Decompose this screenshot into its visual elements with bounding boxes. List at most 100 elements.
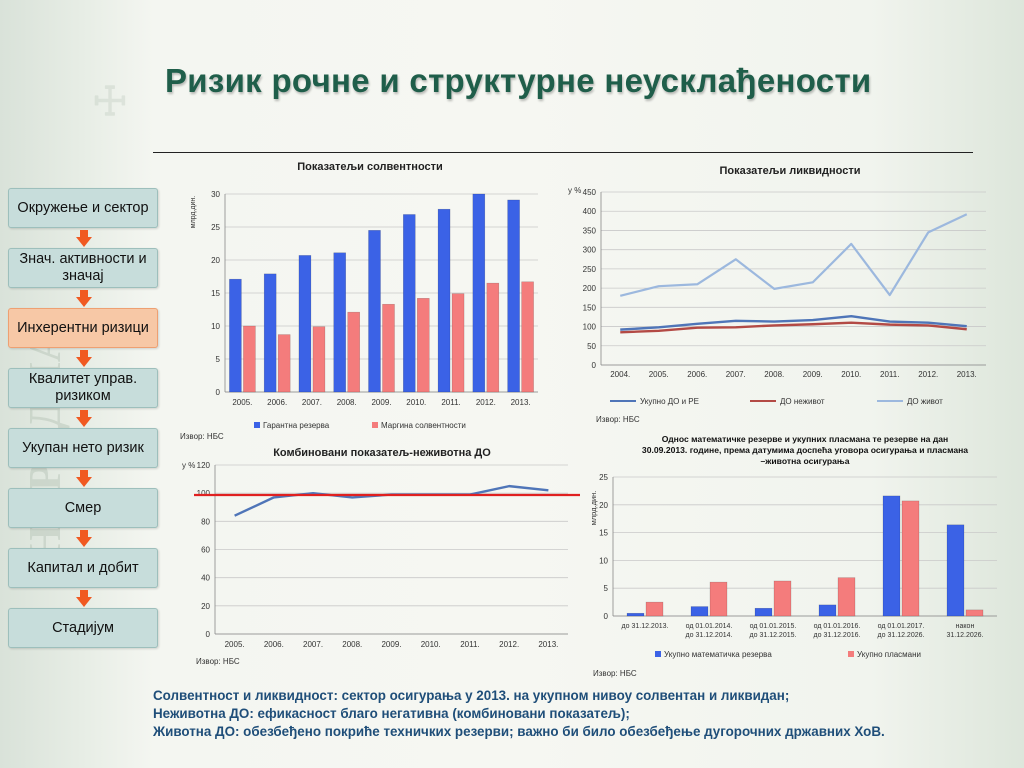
x-tick-label: 2006. xyxy=(264,640,284,649)
y-tick-label: 250 xyxy=(583,265,597,274)
nav-flow-arrow-icon xyxy=(76,470,92,487)
x-tick-label: 2005. xyxy=(232,398,252,407)
bar xyxy=(773,580,792,617)
bar xyxy=(837,577,856,617)
bar xyxy=(403,214,416,393)
y-tick-label: 20 xyxy=(599,501,608,510)
x-tick-label: 2006. xyxy=(267,398,287,407)
x-tick-label: 2011. xyxy=(880,370,899,379)
x-tick-label: након xyxy=(956,623,975,630)
y-tick-label: 300 xyxy=(583,246,597,255)
legend-label: ДО живот xyxy=(907,397,943,406)
nav-item-1[interactable]: Окружење и сектор xyxy=(8,188,158,228)
nav-item-4[interactable]: Квалитет управ. ризиком xyxy=(8,368,158,408)
chart-title-line: –животна осигурања xyxy=(761,456,850,466)
bar xyxy=(645,601,664,617)
series-line xyxy=(234,484,549,517)
y-tick-label: 5 xyxy=(604,584,609,593)
solvency-chart: Показатељи солвентности млрд.дин. 0 5 10 15 20… xyxy=(180,161,538,441)
series-line xyxy=(619,213,968,297)
legend-swatch xyxy=(848,651,854,657)
bar xyxy=(229,278,242,393)
summary-line-solvency: Солвентност и ликвидност: сектор осигура… xyxy=(153,688,790,703)
bar xyxy=(626,612,645,617)
bar xyxy=(486,282,500,393)
y-tick-label: 80 xyxy=(201,517,210,526)
x-tick-label: 2011. xyxy=(441,398,460,407)
x-tick-label: 2005. xyxy=(649,370,669,379)
bar xyxy=(368,230,381,393)
x-tick-label: 2012. xyxy=(499,640,519,649)
bar xyxy=(754,607,773,617)
bar xyxy=(417,298,430,393)
x-tick-label: 2013. xyxy=(957,370,977,379)
y-tick-label: 150 xyxy=(583,303,597,312)
x-tick-label: 2009. xyxy=(381,640,401,649)
y-tick-label: 25 xyxy=(599,473,608,482)
nav-item-7[interactable]: Капитал и добит xyxy=(8,548,158,588)
y-tick-label: 100 xyxy=(583,323,597,332)
x-tick-label: 2004. xyxy=(610,370,630,379)
x-tick-label: 2013. xyxy=(511,398,531,407)
nav-item-5[interactable]: Укупан нето ризик xyxy=(8,428,158,468)
y-tick-label: 400 xyxy=(583,207,597,216)
series-line xyxy=(620,321,967,334)
bar xyxy=(901,500,920,617)
x-tick-label: до 31.12.2015. xyxy=(750,632,797,639)
nav-flow-arrow-icon xyxy=(76,530,92,547)
bar xyxy=(277,334,291,393)
bar xyxy=(709,581,728,617)
summary-line-life: Животна ДО: обезбеђено покриће техничких… xyxy=(153,724,885,739)
title-divider xyxy=(153,152,973,153)
legend-swatch xyxy=(655,651,661,657)
y-tick-label: 0 xyxy=(592,361,597,370)
y-axis-label: у % xyxy=(182,461,195,470)
nav-item-6[interactable]: Смер xyxy=(8,488,158,528)
y-axis-label: у % xyxy=(568,186,581,195)
nav-item-2[interactable]: Знач. активности и значај xyxy=(8,248,158,288)
y-tick-label: 15 xyxy=(599,529,608,538)
nav-flow-arrow-icon xyxy=(76,350,92,367)
bar xyxy=(437,208,451,393)
x-tick-label: 2011. xyxy=(460,640,479,649)
bar xyxy=(882,495,901,617)
y-tick-label: 10 xyxy=(211,322,220,331)
legend-label: Укупно математичка резерва xyxy=(664,650,772,659)
x-tick-label: од 01.01.2014. xyxy=(686,623,733,630)
y-tick-label: 15 xyxy=(211,289,220,298)
y-tick-label: 50 xyxy=(587,342,596,351)
legend-label: Укупно пласмани xyxy=(857,650,921,659)
y-tick-label: 40 xyxy=(201,574,210,583)
y-tick-label: 450 xyxy=(583,188,597,197)
bar xyxy=(451,293,465,393)
summary-notes: Солвентност и ликвидност: сектор осигура… xyxy=(153,687,1018,741)
y-tick-label: 120 xyxy=(197,461,211,470)
x-tick-label: до 31.12.2013. xyxy=(622,623,669,630)
legend-label: Укупно ДО и РЕ xyxy=(640,397,699,406)
x-tick-label: 2010. xyxy=(406,398,426,407)
x-tick-label: од 01.01.2015. xyxy=(750,623,797,630)
source-note: Извор: НБС xyxy=(596,415,640,424)
bar xyxy=(243,325,256,393)
x-tick-label: 2007. xyxy=(303,640,323,649)
legend-swatch xyxy=(372,422,378,428)
bar xyxy=(946,524,965,617)
y-tick-label: 30 xyxy=(211,190,220,199)
bar xyxy=(690,606,709,617)
bar xyxy=(263,273,277,393)
x-tick-label: 31.12.2026. xyxy=(947,632,984,639)
y-axis-label: млрд.дин. xyxy=(589,491,598,526)
page-title: Ризик рочне и структурне неусклађености xyxy=(165,62,872,99)
y-tick-label: 60 xyxy=(201,546,210,555)
nav-flow-arrow-icon xyxy=(76,410,92,427)
nav-flow-arrow-icon xyxy=(76,230,92,247)
y-tick-label: 0 xyxy=(206,630,211,639)
nav-item-3[interactable]: Инхерентни ризици xyxy=(8,308,158,348)
y-axis-label: млрд.дин. xyxy=(190,196,197,229)
x-tick-label: 2008. xyxy=(764,370,784,379)
liquidity-chart: Показатељи ликвидности у % 0 50 100 150 200 250… xyxy=(568,165,986,424)
bar xyxy=(312,326,326,393)
x-tick-label: од 01.01.2016. xyxy=(814,623,861,630)
x-tick-label: 2008. xyxy=(337,398,357,407)
nav-item-8[interactable]: Стадијум xyxy=(8,608,158,648)
